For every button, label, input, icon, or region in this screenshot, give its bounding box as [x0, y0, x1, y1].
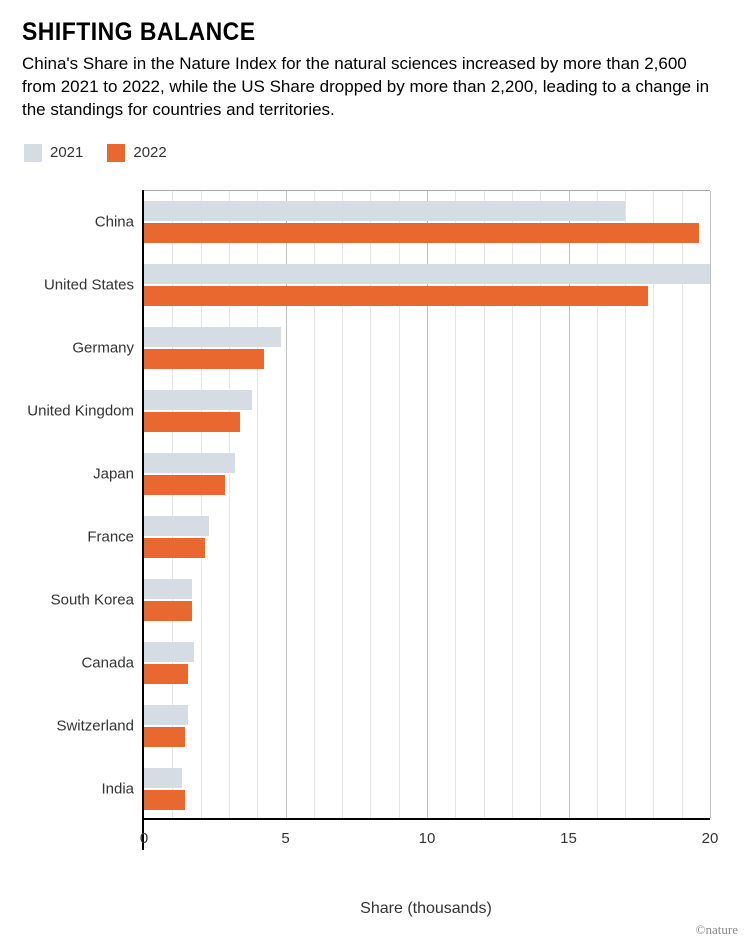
category-label: South Korea — [26, 592, 144, 609]
bar-2021 — [144, 768, 182, 788]
bar-row: France — [144, 506, 710, 569]
legend-item-2021: 2021 — [24, 144, 83, 162]
bar-2022 — [144, 475, 225, 495]
bar-row: United States — [144, 254, 710, 317]
bar-2021 — [144, 705, 188, 725]
bar-2022 — [144, 538, 205, 558]
legend-item-2022: 2022 — [107, 144, 166, 162]
bar-row: India — [144, 758, 710, 821]
bar-row: Japan — [144, 443, 710, 506]
bar-row: South Korea — [144, 569, 710, 632]
bar-2022 — [144, 286, 648, 306]
legend-label-2021: 2021 — [50, 144, 83, 161]
bar-2021 — [144, 642, 194, 662]
category-label: Japan — [26, 466, 144, 483]
x-tick-label: 10 — [419, 830, 436, 847]
bar-row: China — [144, 191, 710, 254]
bar-2021 — [144, 516, 209, 536]
gridline-major — [710, 191, 711, 818]
legend: 2021 2022 — [24, 144, 728, 162]
x-axis-title: Share (thousands) — [142, 900, 710, 918]
category-label: China — [26, 214, 144, 231]
bar-2021 — [144, 327, 281, 347]
plot-region: ChinaUnited StatesGermanyUnited KingdomJ… — [144, 190, 710, 820]
bar-2021 — [144, 579, 192, 599]
chart-plot-area: ChinaUnited StatesGermanyUnited KingdomJ… — [142, 190, 710, 850]
category-label: Canada — [26, 655, 144, 672]
bar-2021 — [144, 264, 710, 284]
bar-2022 — [144, 223, 699, 243]
legend-swatch-2022 — [107, 144, 125, 162]
category-label: France — [26, 529, 144, 546]
category-label: Germany — [26, 340, 144, 357]
legend-label-2022: 2022 — [133, 144, 166, 161]
legend-swatch-2021 — [24, 144, 42, 162]
x-tick-label: 15 — [560, 830, 577, 847]
bar-2021 — [144, 453, 235, 473]
bar-2022 — [144, 790, 185, 810]
x-tick-label: 0 — [140, 830, 148, 847]
bar-2022 — [144, 601, 192, 621]
bar-row: United Kingdom — [144, 380, 710, 443]
x-tick-label: 5 — [281, 830, 289, 847]
bar-2021 — [144, 390, 252, 410]
category-label: United States — [26, 277, 144, 294]
chart-subtitle: China's Share in the Nature Index for th… — [22, 53, 722, 122]
category-label: Switzerland — [26, 718, 144, 735]
category-label: United Kingdom — [26, 403, 144, 420]
chart-title: SHIFTING BALANCE — [22, 18, 672, 47]
bar-row: Germany — [144, 317, 710, 380]
bar-2021 — [144, 201, 625, 221]
bar-row: Switzerland — [144, 695, 710, 758]
source-credit: ©nature — [696, 922, 738, 938]
bar-2022 — [144, 349, 264, 369]
bar-2022 — [144, 412, 240, 432]
bar-2022 — [144, 664, 188, 684]
bar-row: Canada — [144, 632, 710, 695]
bar-2022 — [144, 727, 185, 747]
category-label: India — [26, 781, 144, 798]
x-tick-label: 20 — [702, 830, 719, 847]
